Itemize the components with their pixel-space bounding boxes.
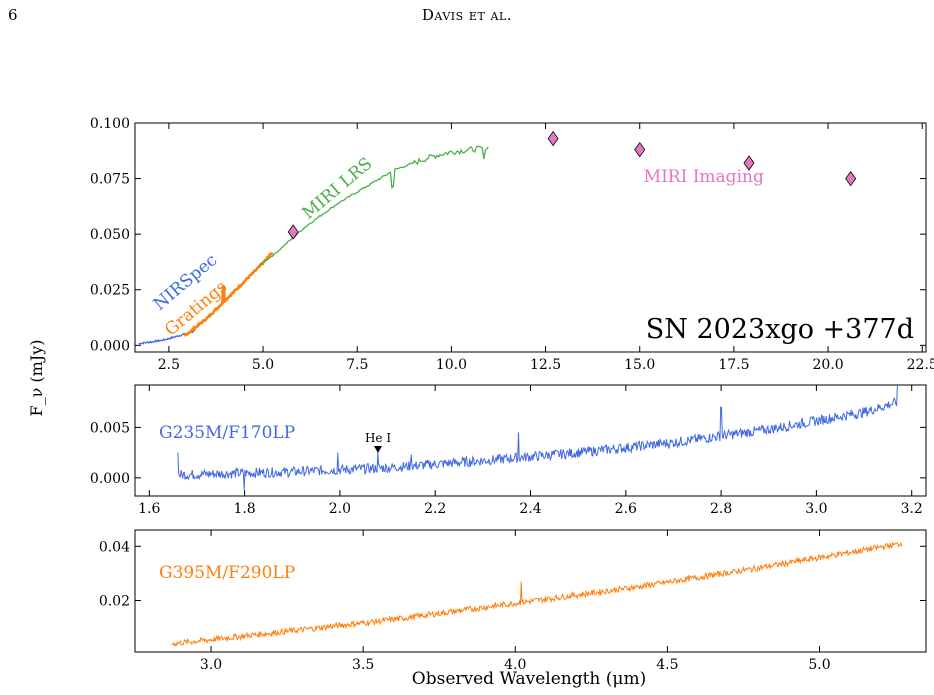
x-tick-label: 17.5 bbox=[718, 357, 749, 373]
x-tick-label: 3.0 bbox=[200, 657, 222, 673]
x-tick-label: 5.0 bbox=[252, 357, 274, 373]
grating-label: G395M/F290LP bbox=[159, 563, 295, 583]
miri-imaging-label: MIRI Imaging bbox=[644, 167, 764, 187]
y-tick-label: 0.050 bbox=[90, 227, 130, 243]
y-tick-label: 0.005 bbox=[90, 420, 130, 436]
series-line-3 bbox=[258, 145, 489, 266]
he-i-marker-icon bbox=[374, 446, 383, 453]
x-tick-label: 5.0 bbox=[808, 657, 830, 673]
x-tick-label: 3.0 bbox=[805, 501, 827, 517]
page-number: 6 bbox=[8, 6, 18, 24]
axes-frame bbox=[134, 529, 927, 653]
x-tick-label: 4.5 bbox=[656, 657, 678, 673]
panel-g235m: 1.6 1.8 2.0 2.2 2.4 2.6 2.8 3.0 3.2 0.000 0.005 G23… bbox=[90, 384, 927, 517]
x-tick-label: 1.6 bbox=[138, 501, 160, 517]
spectrum-line bbox=[177, 384, 898, 490]
x-tick-label: 2.8 bbox=[710, 501, 732, 517]
y-tick-label: 0.025 bbox=[90, 283, 130, 299]
he-i-label: He I bbox=[365, 431, 391, 445]
y-axis-label: F_ν (mJy) bbox=[27, 339, 46, 416]
x-tick-label: 3.2 bbox=[901, 501, 923, 517]
y-tick-label: 0.04 bbox=[99, 539, 130, 555]
x-tick-label: 7.5 bbox=[346, 357, 368, 373]
x-tick-label: 3.5 bbox=[352, 657, 374, 673]
y-tick-label: 0.02 bbox=[99, 593, 130, 609]
x-tick-label: 2.4 bbox=[519, 501, 541, 517]
miri-imaging-point bbox=[547, 130, 559, 147]
miri-imaging-point bbox=[743, 155, 755, 171]
y-tick-label: 0.100 bbox=[90, 116, 130, 132]
x-tick-label: 2.6 bbox=[615, 501, 637, 517]
miri-imaging-point bbox=[845, 170, 857, 187]
running-head: Davis et al. bbox=[421, 6, 513, 24]
x-tick-label: 12.5 bbox=[530, 357, 561, 373]
y-tick-label: 0.075 bbox=[90, 172, 130, 188]
y-tick-label: 0.000 bbox=[90, 338, 130, 354]
spectrum-line bbox=[171, 541, 903, 648]
x-tick-label: 2.5 bbox=[158, 357, 180, 373]
x-tick-label: 2.2 bbox=[424, 501, 446, 517]
x-axis-label: Observed Wavelength (μm) bbox=[412, 669, 646, 689]
series-line-2 bbox=[183, 252, 274, 337]
axes-frame bbox=[134, 122, 927, 353]
x-tick-label: 1.8 bbox=[233, 501, 255, 517]
x-tick-label: 4.0 bbox=[504, 657, 526, 673]
x-tick-label: 22.5 bbox=[907, 357, 934, 373]
x-tick-label: 2.0 bbox=[329, 501, 351, 517]
panel-top-full-spectrum: 2.5 5.0 7.5 10.0 12.5 15.0 17.5 20.0 22.5 0.000 0.… bbox=[90, 116, 934, 373]
x-tick-label: 15.0 bbox=[624, 357, 655, 373]
x-tick-label: 20.0 bbox=[812, 357, 843, 373]
panel-g395m: 3.0 3.5 4.0 4.5 5.0 0.02 0.04 G395M/F290LP bbox=[99, 529, 927, 673]
miri-lrs-label: MIRI LRS bbox=[299, 154, 377, 224]
grating-label: G235M/F170LP bbox=[159, 423, 295, 443]
epoch-annotation: SN 2023xgo +377d bbox=[646, 314, 914, 345]
x-tick-label: 10.0 bbox=[436, 357, 467, 373]
miri-imaging-point bbox=[287, 224, 299, 240]
miri-imaging-point bbox=[634, 141, 646, 158]
y-tick-label: 0.000 bbox=[90, 471, 130, 487]
